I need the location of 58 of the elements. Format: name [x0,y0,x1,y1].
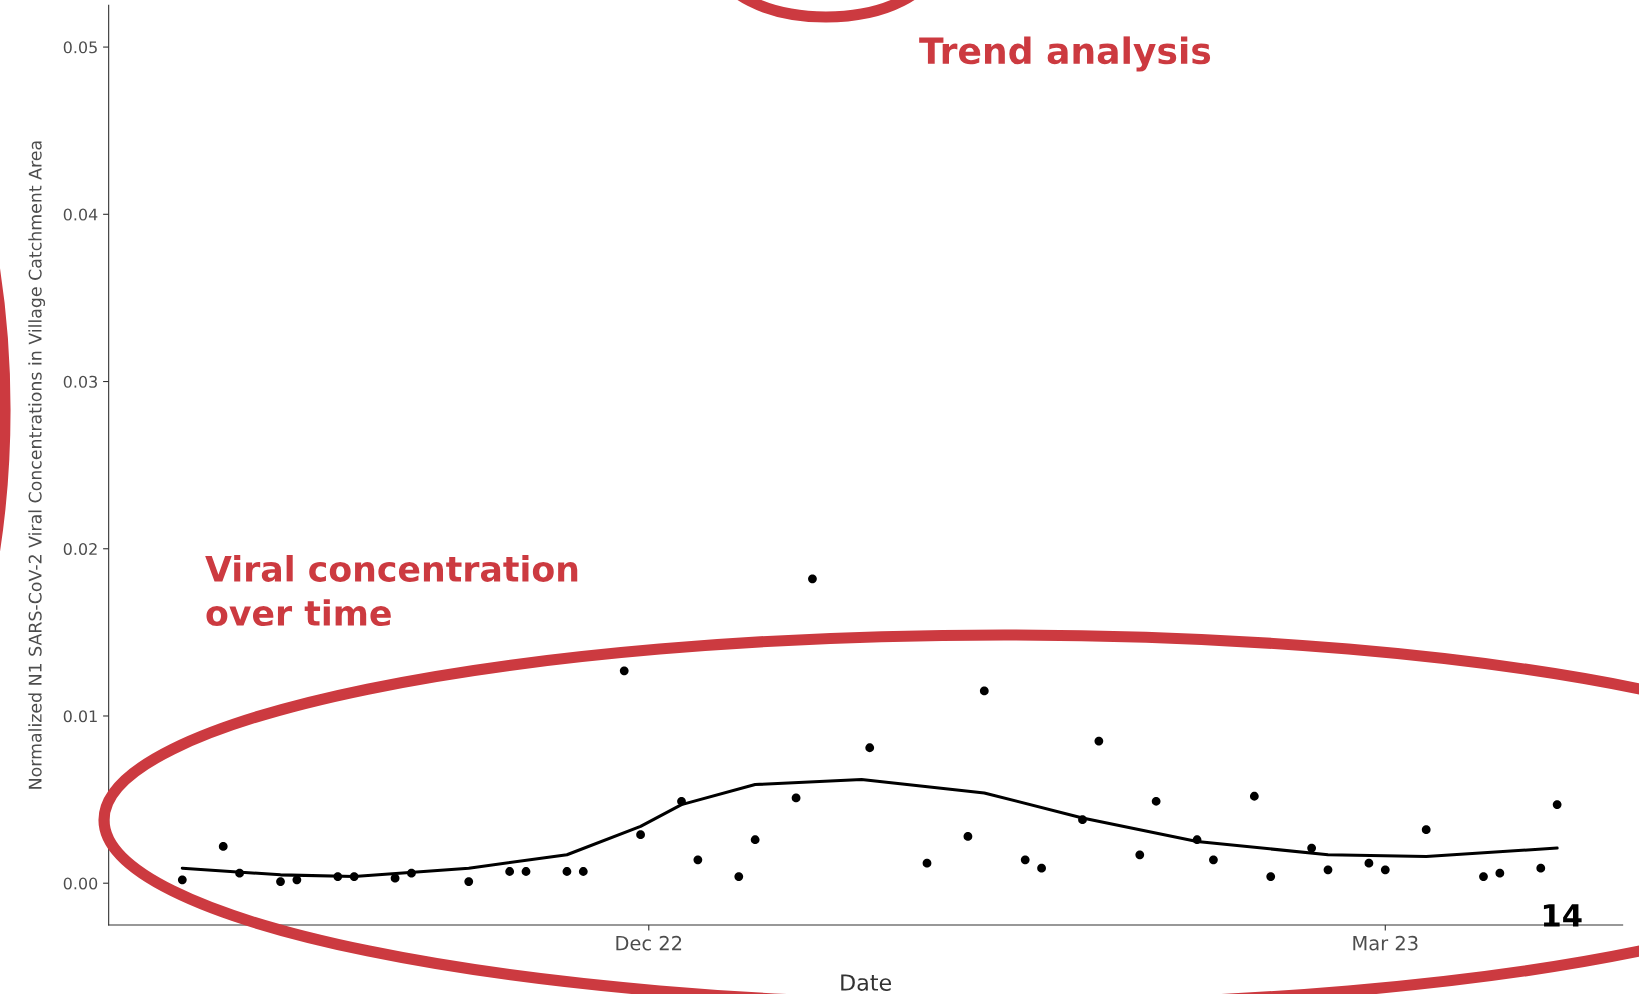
point [276,877,285,886]
point [505,867,515,876]
point [407,868,416,878]
point [963,831,973,841]
point [333,872,343,881]
y-tick-label: 0.03 [63,375,97,388]
x-axis-title: Date [841,974,892,991]
point [464,877,474,886]
point [1151,796,1161,806]
point [1209,855,1218,865]
point [1037,863,1046,873]
point [177,875,187,885]
point [636,830,645,840]
y-tick-label: 0.04 [63,208,98,221]
point [1495,868,1505,878]
x-tick-label: Dec 22 [616,935,682,951]
point [865,743,875,753]
point [1249,791,1259,801]
point [562,867,572,876]
point [235,868,244,878]
point [791,793,801,803]
point [521,867,531,876]
point [1266,872,1276,881]
point [1307,843,1317,853]
point [1479,872,1488,881]
point [292,875,302,885]
point [1135,850,1145,860]
point [349,872,359,881]
y-tick-label: 0.05 [63,41,97,54]
x-tick-label: Mar 23 [1353,935,1418,951]
point [218,842,228,851]
point [979,686,989,696]
point [1192,835,1202,845]
point [619,666,629,676]
point [1536,863,1546,873]
annotation: Trend analysis [919,36,1211,72]
point [734,872,744,881]
annotation: 14 [1543,904,1582,927]
point [808,574,817,584]
y-tick-label: 0.02 [63,542,97,556]
point [390,873,400,883]
y-tick-label: 0.00 [63,877,98,890]
point [677,796,686,806]
point [922,858,932,868]
point [1094,736,1104,746]
y-axis-title: Normalized N1 SARS-CoV-2 Viral Concentrations in Village Catchment Area [28,141,46,789]
annotation: Viral concentration over time [205,555,578,627]
point [578,867,588,876]
point [1421,825,1431,835]
point [1552,800,1562,809]
point [750,835,760,845]
point [1078,815,1087,825]
point [693,855,703,865]
point [1323,865,1333,875]
point [1364,858,1374,868]
y-tick-label: 0.01 [63,710,97,723]
point [1020,855,1030,865]
point [1380,865,1390,875]
